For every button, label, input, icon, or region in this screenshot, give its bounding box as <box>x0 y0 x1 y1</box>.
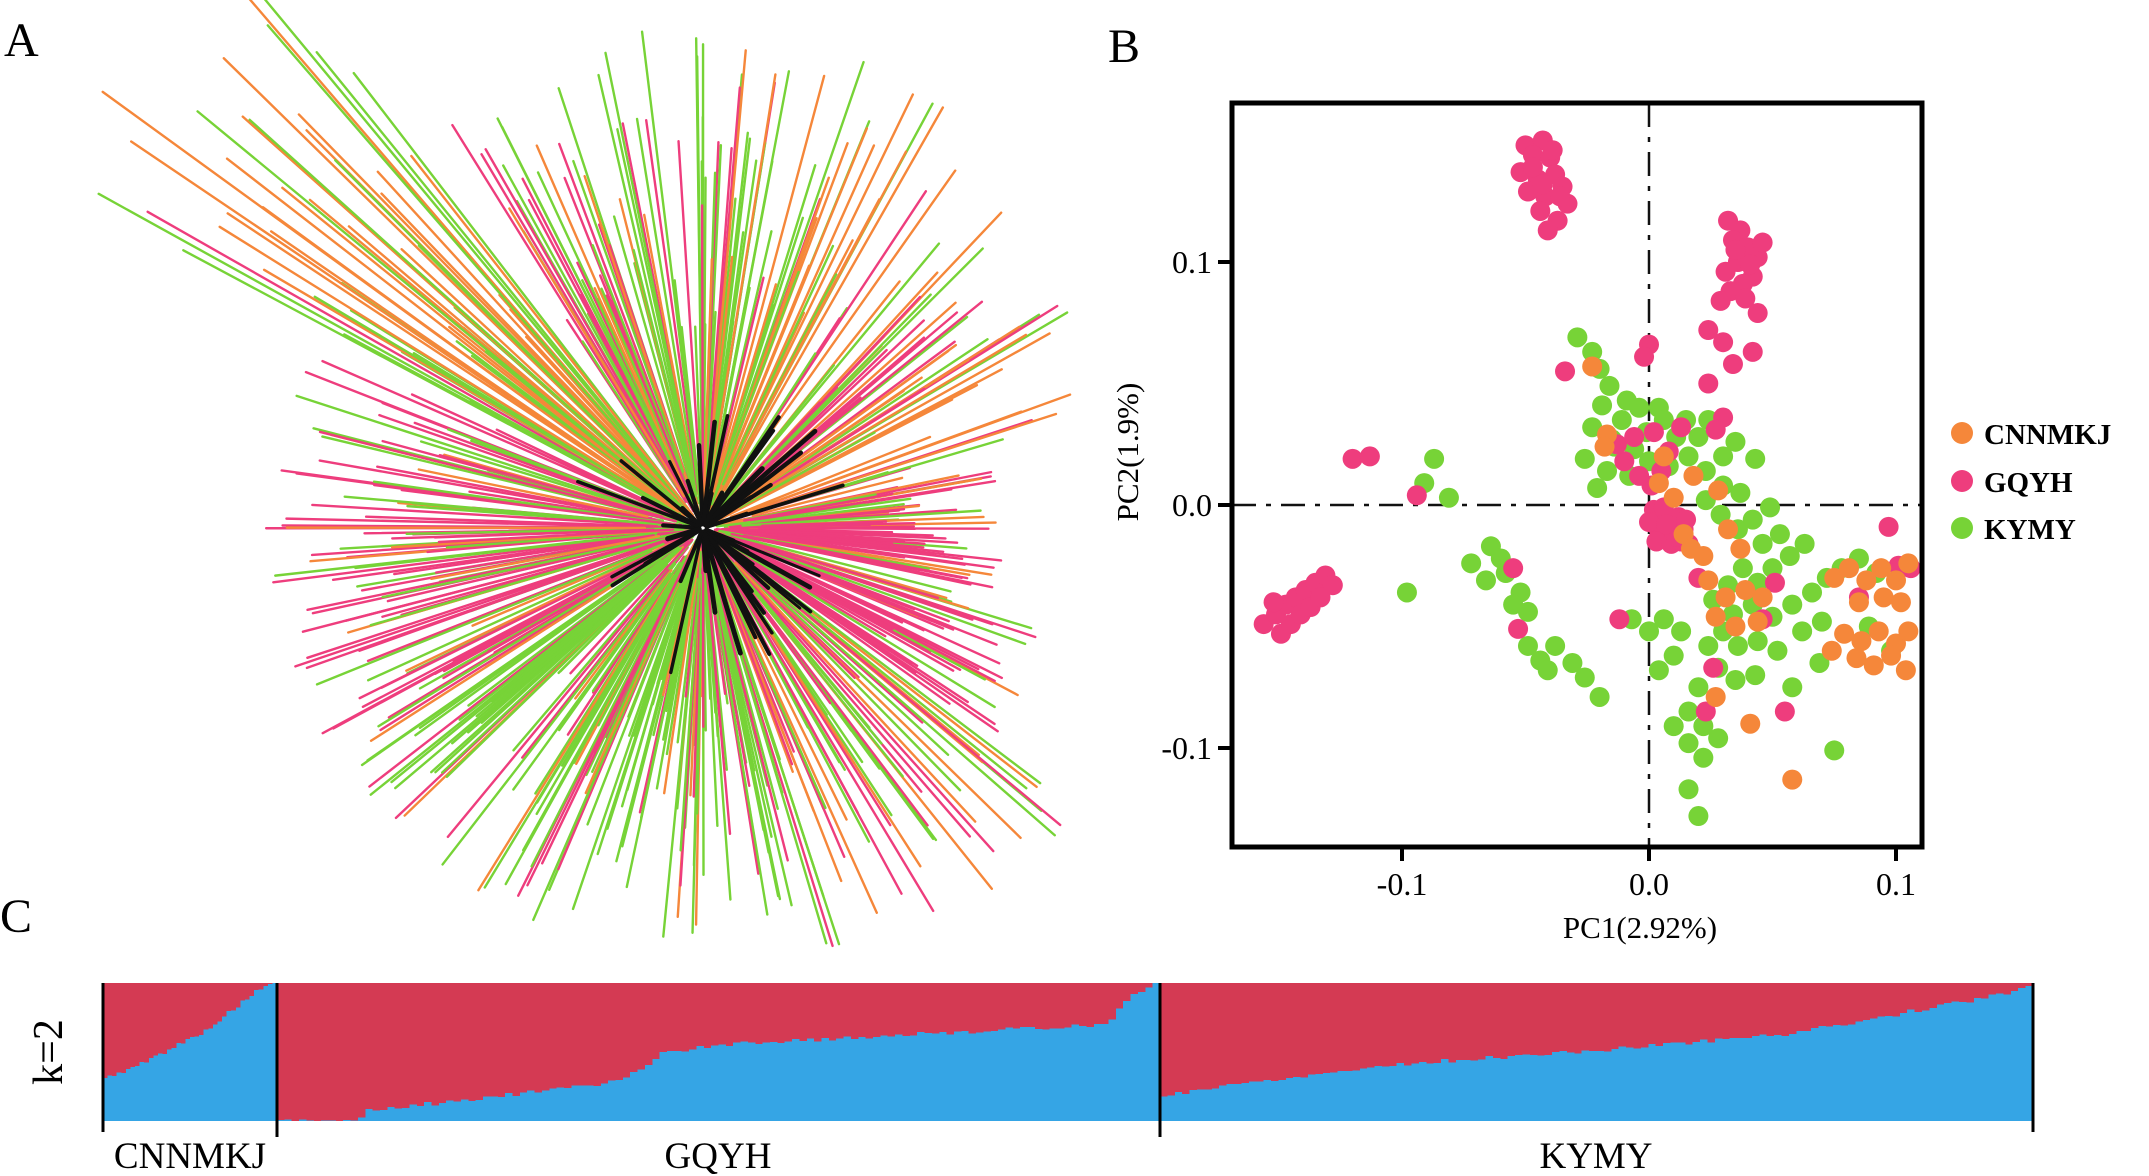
pca-xtick-m0p1: -0.1 <box>1377 866 1428 902</box>
legend-label-cnnmkj: CNNMKJ <box>1984 419 2111 451</box>
admixture-section-gqyh: GQYH <box>665 1136 772 1176</box>
pca-tick-marks <box>1218 260 1898 861</box>
legend-dot-cnnmkj <box>1951 422 1973 444</box>
admixture-bars <box>103 983 2034 1121</box>
admixture-section-cnnmkj: CNNMKJ <box>114 1136 266 1176</box>
legend-dot-kymy <box>1951 517 1973 539</box>
pca-xtick-0p0: 0.0 <box>1629 866 1669 902</box>
pca-plot-border <box>1229 100 1925 850</box>
pca-panel: 0.1 0.0 -0.1 -0.1 0.0 0.1 PC1(2.92%) PC2… <box>1110 100 2111 945</box>
panel-b-letter: B <box>1108 20 1140 73</box>
pca-ytick-0p0: 0.0 <box>1172 487 1212 523</box>
admixture-k-label: k=2 <box>26 1019 72 1085</box>
admixture-section-kymy: KYMY <box>1539 1136 1652 1176</box>
pca-y-axis-label: PC2(1.9%) <box>1110 383 1145 522</box>
pca-points <box>1253 130 1921 827</box>
legend-label-kymy: KYMY <box>1984 514 2076 546</box>
admixture-panel: k=2 CNNMKJ GQYH KYMY <box>26 983 2035 1176</box>
legend-dot-gqyh <box>1951 470 1973 492</box>
pca-zero-lines <box>1232 103 1922 847</box>
legend-label-gqyh: GQYH <box>1984 467 2073 499</box>
panel-a-letter: A <box>4 14 39 67</box>
admixture-dividers <box>101 983 2035 1137</box>
phylo-tree <box>97 0 1072 948</box>
pca-legend: CNNMKJ GQYH KYMY <box>1951 419 2111 546</box>
panel-c-letter: C <box>0 890 32 943</box>
pca-xtick-0p1: 0.1 <box>1876 866 1916 902</box>
pca-ytick-m0p1: -0.1 <box>1161 730 1212 766</box>
pca-ytick-0p1: 0.1 <box>1172 244 1212 280</box>
pca-x-axis-label: PC1(2.92%) <box>1563 910 1717 945</box>
